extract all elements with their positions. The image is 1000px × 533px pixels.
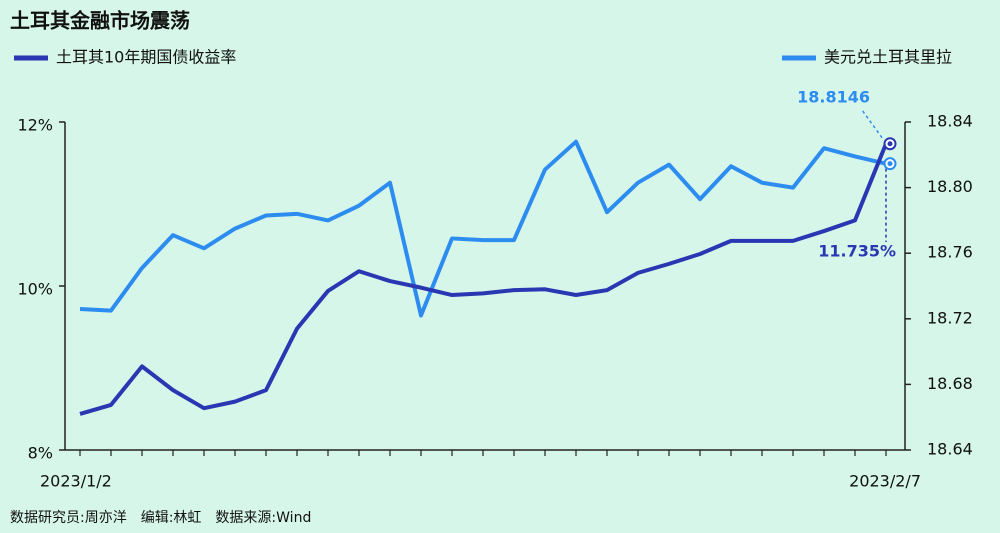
y2-tick-label: 18.64 <box>927 440 973 459</box>
legend-label: 土耳其10年期国债收益率 <box>56 48 236 67</box>
y2-tick-label: 18.68 <box>927 374 973 393</box>
x-tick-label: 2023/1/2 <box>40 472 112 491</box>
y2-tick-label: 18.76 <box>927 243 973 262</box>
series-line <box>79 139 887 318</box>
end-point-dot <box>887 141 893 147</box>
y-tick-label: 10% <box>17 280 53 299</box>
y2-tick-label: 18.72 <box>927 308 973 327</box>
chart-title: 土耳其金融市场震荡 <box>10 9 190 33</box>
series-line <box>79 142 888 416</box>
source-note: 数据研究员:周亦洋 编辑:林虹 数据来源:Wind <box>10 510 311 526</box>
y-tick-label: 12% <box>17 116 53 135</box>
y2-tick-label: 18.84 <box>927 112 973 131</box>
end-point-dot <box>887 161 893 167</box>
x-tick-label: 2023/2/7 <box>849 472 921 491</box>
legend-label: 美元兑土耳其里拉 <box>824 48 952 67</box>
value-label: 18.8146 <box>797 88 870 107</box>
value-label: 11.735% <box>818 242 896 261</box>
y-tick-label: 8% <box>28 444 53 463</box>
y2-tick-label: 18.80 <box>927 177 973 196</box>
